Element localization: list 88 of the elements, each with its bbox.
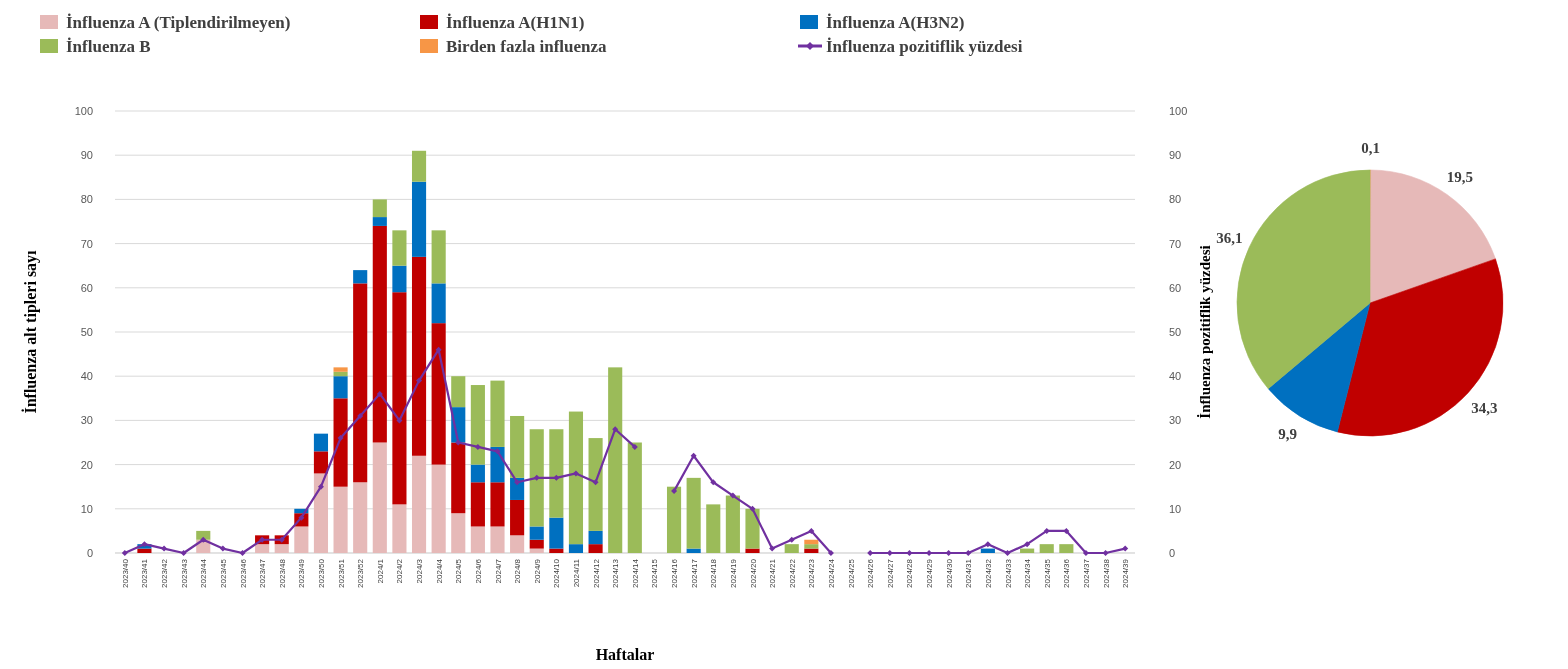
x-tick-label: 2024/36 [1062, 558, 1072, 588]
legend-label: İnfluenza B [66, 37, 151, 56]
x-tick-label: 2024/39 [1121, 558, 1131, 588]
y-tick-label: 40 [80, 370, 93, 383]
x-tick-label: 2024/18 [709, 558, 719, 588]
x-tick-label: 2024/7 [493, 558, 503, 584]
y-tick-label: 90 [80, 149, 93, 162]
y-tick-label: 100 [74, 105, 93, 117]
x-tick-label: 2024/17 [689, 558, 699, 588]
x-tick-label: 2024/30 [944, 558, 954, 588]
x-tick-label: 2024/37 [1081, 558, 1091, 588]
x-tick-label: 2023/48 [277, 558, 287, 588]
data-label: 36,1 [1216, 229, 1243, 246]
x-tick-label: 2024/26 [866, 558, 876, 588]
x-tick-label: 2023/45 [218, 558, 228, 588]
x-tick-label: 2024/10 [552, 558, 562, 588]
y-tick-label: 50 [80, 326, 93, 338]
x-tick-label: 2024/16 [670, 558, 680, 588]
x-tick-label: 2023/51 [336, 558, 346, 588]
x-tick-label: 2024/27 [885, 558, 895, 588]
legend-label: İnfluenza A(H3N2) [826, 13, 965, 32]
x-tick-label: 2024/13 [611, 558, 621, 588]
legend-label: İnfluenza pozitiflik yüzdesi [826, 37, 1023, 56]
y2-tick-label: 70 [1169, 237, 1182, 250]
x-tick-label: 2024/6 [473, 558, 483, 584]
y2-tick-label: 30 [1169, 414, 1182, 427]
y2-tick-label: 50 [1169, 326, 1182, 338]
y-axis-title: İnfluenza alt tipleri sayı [21, 249, 40, 414]
x-tick-label: 2024/35 [1042, 558, 1052, 588]
x-axis-title: Haftalar [595, 646, 655, 663]
x-tick-label: 2024/2 [395, 558, 405, 584]
y-tick-label: 60 [80, 281, 93, 294]
x-tick-label: 2023/44 [199, 558, 209, 588]
x-tick-label: 2024/14 [630, 558, 640, 588]
y2-tick-label: 90 [1169, 149, 1182, 162]
y-tick-label: 0 [86, 547, 93, 559]
y2-tick-label: 20 [1169, 458, 1182, 471]
x-tick-label: 2023/47 [258, 558, 268, 588]
y2-tick-label: 40 [1169, 370, 1182, 383]
y-tick-label: 10 [80, 502, 93, 515]
x-tick-label: 2024/1 [375, 558, 385, 584]
x-tick-label: 2024/3 [415, 558, 425, 584]
x-tick-label: 2024/8 [513, 558, 523, 584]
x-tick-label: 2024/32 [983, 558, 993, 588]
x-tick-label: 2024/20 [748, 558, 758, 588]
y-tick-label: 30 [80, 414, 93, 427]
x-tick-label: 2024/15 [650, 558, 660, 588]
x-tick-label: 2024/11 [571, 558, 581, 588]
legend-label: İnfluenza A (Tiplendirilmeyen) [66, 13, 291, 32]
x-tick-label: 2024/12 [591, 558, 601, 588]
y2-tick-label: 100 [1169, 105, 1188, 117]
x-tick-label: 2024/21 [768, 558, 778, 588]
data-label: 19,5 [1446, 168, 1474, 185]
x-tick-label: 2024/38 [1101, 558, 1111, 588]
x-tick-label: 2023/41 [140, 558, 150, 588]
x-tick-label: 2023/43 [179, 558, 189, 588]
x-tick-label: 2024/24 [826, 558, 836, 588]
y-tick-label: 70 [80, 237, 93, 250]
x-tick-label: 2024/34 [1023, 558, 1033, 588]
legend-label: İnfluenza A(H1N1) [446, 13, 585, 32]
x-tick-label: 2023/49 [297, 558, 307, 588]
x-tick-label: 2023/52 [356, 558, 366, 588]
data-label: 0,1 [1361, 140, 1380, 156]
y-tick-label: 80 [80, 193, 93, 206]
y2-tick-label: 60 [1169, 281, 1182, 294]
x-tick-label: 2024/33 [1003, 558, 1013, 588]
x-tick-label: 2024/19 [728, 558, 738, 588]
x-tick-label: 2024/28 [905, 558, 915, 588]
x-tick-label: 2023/40 [120, 558, 130, 588]
x-tick-label: 2024/25 [846, 558, 856, 588]
y-tick-label: 20 [80, 458, 93, 471]
x-tick-label: 2024/31 [964, 558, 974, 588]
y2-tick-label: 0 [1169, 547, 1176, 559]
legend-label: Birden fazla influenza [446, 37, 608, 56]
y2-tick-label: 80 [1169, 193, 1182, 206]
x-tick-label: 2023/42 [160, 558, 170, 588]
y2-tick-label: 10 [1169, 502, 1182, 515]
x-tick-label: 2023/46 [238, 558, 248, 588]
x-tick-label: 2024/29 [925, 558, 935, 588]
x-tick-label: 2024/22 [787, 558, 797, 588]
data-label: 9,9 [1278, 426, 1298, 443]
y2-axis-title: İnfluenza pozitiflik yüzdesi [1197, 245, 1213, 419]
x-tick-label: 2024/9 [532, 558, 542, 584]
x-tick-label: 2024/5 [454, 558, 464, 584]
x-tick-label: 2024/4 [434, 558, 444, 584]
x-tick-label: 2023/50 [316, 558, 326, 588]
x-tick-label: 2024/23 [807, 558, 817, 588]
data-label: 34,3 [1471, 399, 1498, 416]
